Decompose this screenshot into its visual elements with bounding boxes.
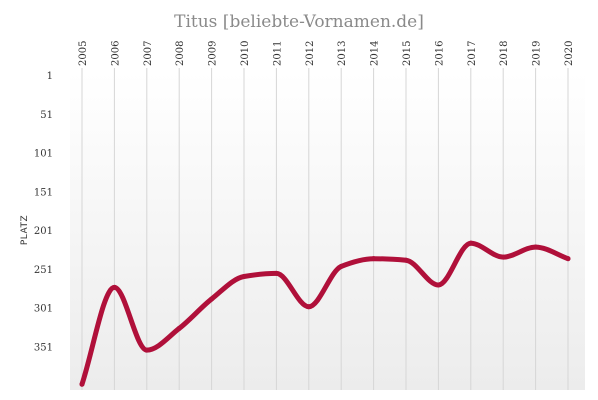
x-tick-label: 2016 bbox=[434, 41, 445, 66]
data-point-2006 bbox=[111, 284, 117, 290]
y-tick-label: 101 bbox=[34, 149, 53, 160]
y-tick-label: 201 bbox=[34, 226, 53, 237]
series-group bbox=[79, 240, 571, 387]
y-tick-label: 251 bbox=[34, 265, 53, 276]
data-point-2017 bbox=[468, 240, 474, 246]
data-point-2011 bbox=[273, 270, 279, 276]
grid-lines bbox=[81, 68, 569, 390]
x-tick-label: 2019 bbox=[532, 41, 543, 66]
data-point-2019 bbox=[533, 244, 539, 250]
x-tick-label: 2010 bbox=[240, 41, 251, 66]
data-point-2015 bbox=[403, 257, 409, 263]
x-axis: 2005 2006 2007 2008 2009 2010 2011 2012 2013 2014… bbox=[78, 41, 575, 66]
data-point-2010 bbox=[241, 274, 247, 279]
y-tick-label: 301 bbox=[34, 304, 53, 315]
data-point-2013 bbox=[338, 263, 344, 269]
data-point-2016 bbox=[435, 282, 441, 288]
y-tick-label: 151 bbox=[34, 187, 53, 198]
x-tick-label: 2020 bbox=[564, 41, 575, 66]
y-tick-label: 351 bbox=[34, 342, 53, 353]
y-tick-label: 1 bbox=[47, 71, 53, 82]
data-point-2005 bbox=[79, 381, 85, 387]
x-tick-label: 2015 bbox=[402, 41, 413, 66]
data-point-2012 bbox=[306, 304, 312, 310]
x-tick-label: 2012 bbox=[305, 41, 316, 66]
x-tick-label: 2011 bbox=[272, 41, 283, 66]
x-tick-label: 2018 bbox=[499, 41, 510, 66]
data-point-2020 bbox=[565, 256, 571, 262]
data-point-2014 bbox=[371, 256, 377, 262]
x-tick-label: 2005 bbox=[78, 41, 89, 66]
y-axis-label: PLATZ bbox=[20, 215, 30, 245]
x-tick-label: 2006 bbox=[110, 41, 121, 66]
chart-title: Titus [beliebte-Vornamen.de] bbox=[174, 12, 424, 32]
x-tick-label: 2014 bbox=[370, 41, 381, 66]
x-tick-label: 2017 bbox=[467, 41, 478, 66]
data-point-2009 bbox=[209, 296, 215, 302]
data-point-2007 bbox=[144, 347, 150, 353]
x-tick-label: 2009 bbox=[208, 41, 219, 66]
plot-background bbox=[70, 72, 585, 390]
x-tick-label: 2013 bbox=[337, 41, 348, 66]
data-point-2018 bbox=[500, 254, 506, 260]
x-tick-label: 2007 bbox=[143, 41, 154, 66]
data-point-2008 bbox=[176, 325, 182, 331]
x-tick-label: 2008 bbox=[175, 41, 186, 66]
y-tick-label: 51 bbox=[40, 110, 53, 121]
